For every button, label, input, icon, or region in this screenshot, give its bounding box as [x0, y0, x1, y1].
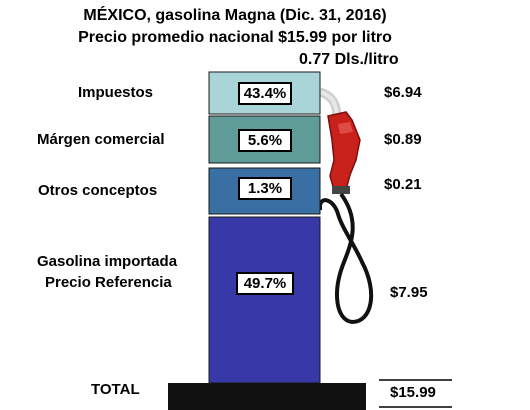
pct-label-otros: 1.3% — [238, 177, 292, 200]
value-otros: $0.21 — [384, 176, 422, 193]
total-value: $15.99 — [390, 384, 436, 401]
value-impuestos: $6.94 — [384, 84, 422, 101]
fuel-nozzle-icon — [318, 87, 361, 194]
total-base-bar — [168, 383, 366, 410]
value-margen: $0.89 — [384, 131, 422, 148]
pct-label-impuestos: 43.4% — [238, 82, 292, 105]
pct-label-margen: 5.6% — [238, 129, 292, 152]
chart-title: MÉXICO, gasolina Magna (Dic. 31, 2016) — [83, 7, 387, 24]
label-gasolina-2: Precio Referencia — [45, 274, 172, 291]
label-otros: Otros conceptos — [38, 182, 158, 199]
fuel-hose-icon — [318, 192, 374, 325]
value-gasolina: $7.95 — [390, 284, 428, 301]
label-gasolina-1: Gasolina importada — [37, 253, 178, 270]
chart-subtitle: Precio promedio nacional $15.99 por litr… — [78, 29, 392, 46]
bar-segment-gasolina — [208, 216, 321, 384]
label-margen: Márgen comercial — [37, 131, 165, 148]
chart-subtitle-dollars: 0.77 Dls./litro — [299, 51, 399, 68]
pct-label-gasolina: 49.7% — [236, 272, 294, 295]
label-impuestos: Impuestos — [78, 84, 154, 101]
total-label: TOTAL — [91, 381, 140, 398]
